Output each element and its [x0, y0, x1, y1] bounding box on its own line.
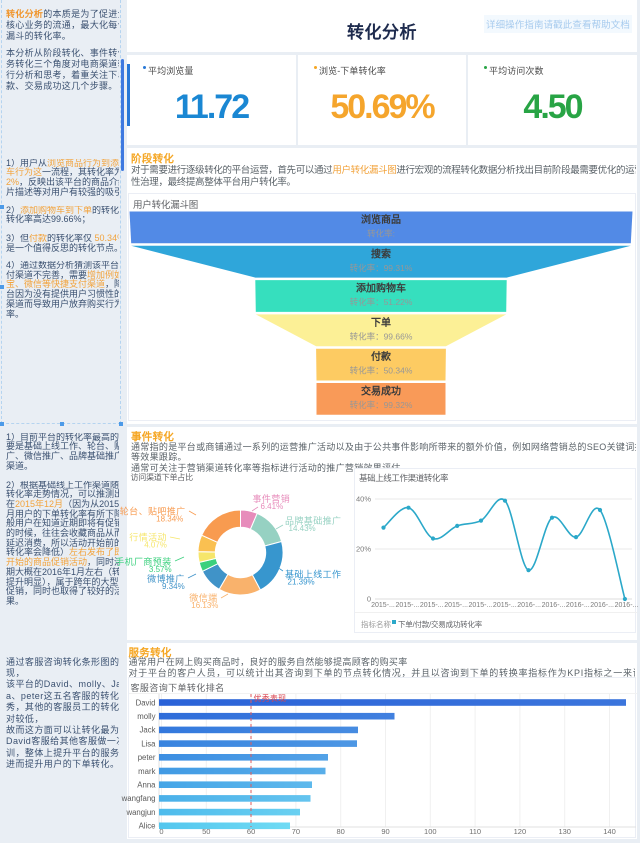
svg-text:80: 80	[337, 827, 345, 836]
svg-text:2015-...: 2015-...	[444, 602, 468, 609]
svg-text:wangjun: wangjun	[125, 808, 155, 817]
svg-text:交易成功: 交易成功	[361, 385, 401, 398]
svg-text:140: 140	[603, 827, 616, 836]
svg-text:60: 60	[247, 827, 255, 836]
svg-text:40%: 40%	[356, 495, 371, 504]
svg-text:2016-...: 2016-...	[542, 602, 566, 609]
svg-text:添加购物车: 添加购物车	[356, 282, 406, 295]
svg-text:2015-...: 2015-...	[469, 602, 493, 609]
svg-text:0: 0	[159, 827, 163, 836]
svg-text:付款: 付款	[371, 350, 392, 363]
svg-text:50: 50	[202, 827, 210, 836]
svg-text:100: 100	[424, 827, 437, 836]
svg-text:转化率：50.34%: 转化率：50.34%	[350, 366, 413, 376]
svg-text:21.39%: 21.39%	[288, 578, 315, 587]
svg-text:120: 120	[514, 827, 527, 836]
svg-text:事件营销: 事件营销	[253, 493, 291, 504]
svg-text:110: 110	[469, 827, 481, 836]
svg-text:搜索: 搜索	[371, 247, 391, 260]
svg-text:轮台、贴吧推广: 轮台、贴吧推广	[120, 506, 186, 517]
svg-text:90: 90	[381, 827, 389, 836]
svg-text:20%: 20%	[356, 545, 371, 554]
svg-text:16.13%: 16.13%	[191, 601, 218, 610]
svg-text:微博推广: 微博推广	[147, 573, 185, 584]
svg-text:转化率:: 转化率:	[367, 229, 395, 239]
svg-text:9.34%: 9.34%	[162, 582, 185, 591]
svg-text:18.34%: 18.34%	[156, 515, 183, 524]
svg-text:优秀表现: 优秀表现	[254, 693, 287, 703]
svg-text:Lisa: Lisa	[141, 739, 156, 748]
svg-text:品牌基础推广: 品牌基础推广	[285, 515, 341, 526]
svg-text:2016-...: 2016-...	[615, 602, 639, 609]
svg-text:70: 70	[292, 827, 300, 836]
svg-text:转化率：99.66%: 转化率：99.66%	[350, 331, 413, 341]
svg-text:14.43%: 14.43%	[289, 524, 316, 533]
svg-text:0: 0	[367, 595, 371, 604]
svg-text:6.41%: 6.41%	[261, 502, 284, 511]
svg-text:行情活动: 行情活动	[129, 532, 167, 543]
svg-text:2015-...: 2015-...	[396, 602, 420, 609]
svg-text:手机厂商预装: 手机厂商预装	[115, 556, 171, 567]
svg-text:130: 130	[558, 827, 571, 836]
svg-text:mark: mark	[138, 767, 155, 776]
svg-text:下单: 下单	[371, 316, 391, 329]
svg-text:2016-...: 2016-...	[590, 602, 614, 609]
svg-text:2016-...: 2016-...	[566, 602, 590, 609]
svg-text:David: David	[136, 698, 156, 707]
svg-text:2015-...: 2015-...	[420, 602, 444, 609]
svg-text:浏览商品: 浏览商品	[361, 213, 401, 226]
svg-text:4.07%: 4.07%	[144, 541, 167, 550]
svg-text:转化率：51.22%: 转化率：51.22%	[350, 297, 413, 307]
svg-text:微信端: 微信端	[189, 592, 217, 603]
svg-text:2016-...: 2016-...	[517, 602, 541, 609]
svg-text:3.57%: 3.57%	[149, 565, 172, 574]
svg-text:wangfang: wangfang	[121, 794, 156, 803]
svg-text:基础上线工作: 基础上线工作	[285, 569, 341, 580]
svg-text:Anna: Anna	[137, 781, 156, 790]
svg-text:2015-...: 2015-...	[371, 602, 395, 609]
svg-text:molly: molly	[137, 712, 155, 721]
svg-text:转化率：99.32%: 转化率：99.32%	[350, 400, 413, 410]
svg-text:Alice: Alice	[139, 822, 156, 831]
svg-text:peter: peter	[138, 753, 156, 762]
svg-text:2015-...: 2015-...	[493, 602, 517, 609]
svg-text:转化率：99.31%: 转化率：99.31%	[350, 263, 413, 273]
svg-text:Jack: Jack	[139, 726, 155, 735]
